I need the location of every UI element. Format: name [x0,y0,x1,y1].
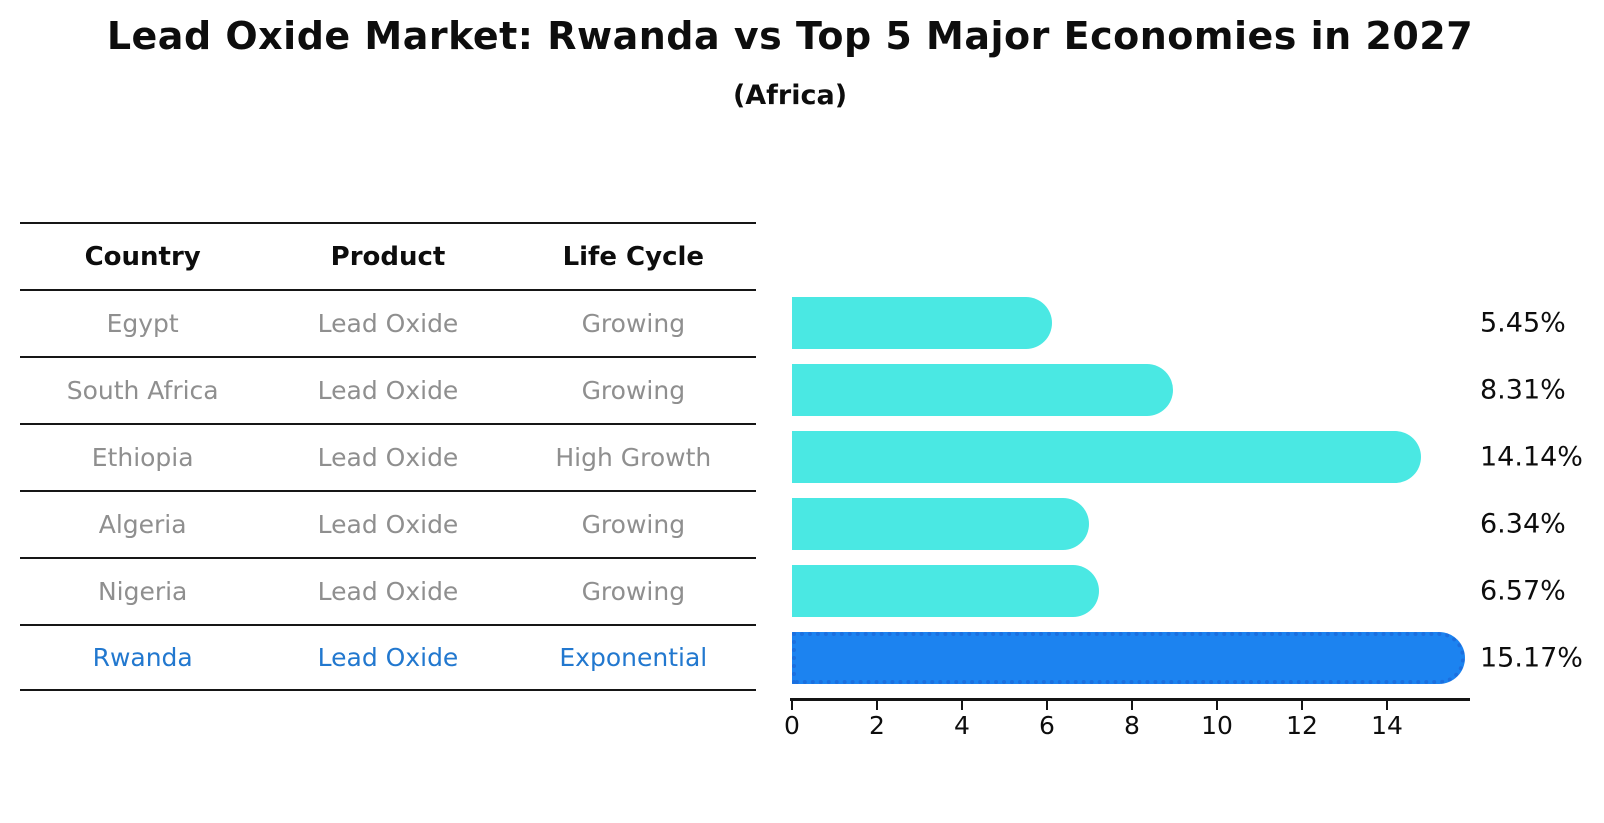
country-cell: Nigeria [97,577,188,606]
comparison-table: Country Product Life Cycle Egypt Lead Oxide G… [20,222,756,691]
lifecycle-cell: Growing [581,577,686,606]
product-cell: Lead Oxide [317,376,459,405]
table-row: Egypt Lead Oxide Growing [20,289,756,356]
axis-tick [1131,701,1133,710]
country-cell: Egypt [106,309,179,338]
table-row: Rwanda Lead Oxide Exponential [20,624,756,691]
lifecycle-cell: Exponential [559,643,708,672]
country-header: Country [84,241,201,272]
table-row: South Africa Lead Oxide Growing [20,356,756,423]
lifecycle-cell: Growing [581,510,686,539]
bar [792,564,1100,617]
tick-label: 12 [1286,711,1318,740]
tick-label: 0 [784,711,800,740]
axis-tick [1216,701,1218,710]
table-header-row: Country Product Life Cycle [20,222,756,289]
tick-label: 8 [1124,711,1140,740]
tick-label: 2 [869,711,885,740]
axis-tick [1046,701,1048,710]
chart-title: Lead Oxide Market: Rwanda vs Top 5 Major… [106,14,1474,58]
product-header: Product [330,241,446,272]
product-cell: Lead Oxide [317,510,459,539]
tick-label: 6 [1039,711,1055,740]
table-row: Nigeria Lead Oxide Growing [20,557,756,624]
product-cell: Lead Oxide [317,443,459,472]
x-axis-line [790,698,1470,701]
value-label: 15.17% [1480,642,1583,673]
tick-label: 14 [1371,711,1403,740]
table-row: Ethiopia Lead Oxide High Growth [20,423,756,490]
country-cell: Algeria [98,510,187,539]
lifecycle-header: Life Cycle [562,241,705,272]
lifecycle-cell: High Growth [555,443,712,472]
table-row: Algeria Lead Oxide Growing [20,490,756,557]
axis-tick [961,701,963,710]
bar [792,296,1052,349]
axis-tick [1301,701,1303,710]
highlight-bar [792,631,1465,684]
bar [792,430,1421,483]
tick-label: 10 [1201,711,1233,740]
value-label: 6.34% [1480,508,1566,539]
chart-subtitle: (Africa) [732,80,848,111]
axis-tick [876,701,878,710]
bar [792,497,1090,550]
country-cell: South Africa [66,376,219,405]
axis-tick [1386,701,1388,710]
country-cell: Ethiopia [91,443,194,472]
axis-tick [791,701,793,710]
lifecycle-cell: Growing [581,309,686,338]
value-label: 6.57% [1480,575,1566,606]
product-cell: Lead Oxide [317,643,459,672]
tick-label: 4 [954,711,970,740]
value-label: 8.31% [1480,374,1566,405]
country-cell: Rwanda [92,643,193,672]
value-label: 14.14% [1480,441,1583,472]
product-cell: Lead Oxide [317,577,459,606]
bar [792,363,1174,416]
lifecycle-cell: Growing [581,376,686,405]
product-cell: Lead Oxide [317,309,459,338]
value-label: 5.45% [1480,307,1566,338]
